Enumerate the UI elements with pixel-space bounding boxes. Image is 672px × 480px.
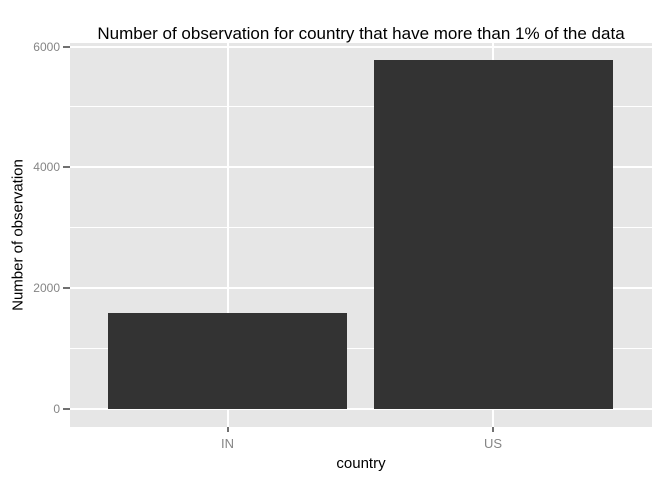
category-gridline: [226, 43, 229, 427]
bar-us: [373, 59, 613, 409]
y-tick-label: 6000: [33, 39, 60, 54]
minor-gridline: [70, 348, 652, 350]
plot-panel: [70, 43, 652, 427]
y-tick-label: 0: [53, 402, 60, 416]
minor-gridline: [70, 106, 652, 108]
x-tick-label-us: US: [483, 436, 503, 451]
bar-in: [108, 312, 347, 409]
x-tick-label-in: IN: [221, 436, 234, 451]
chart-title: Number of observation for country that h…: [97, 24, 625, 43]
x-axis-title: country: [336, 455, 386, 472]
y-tick-label: 4000: [33, 160, 60, 175]
major-gridline: [70, 287, 652, 290]
x-tick-mark: [492, 427, 494, 432]
major-gridline: [70, 45, 652, 48]
major-gridline: [70, 166, 652, 169]
y-tick-mark: [63, 287, 70, 290]
major-gridline: [70, 408, 652, 410]
y-tick-mark: [63, 45, 70, 48]
minor-gridline: [70, 227, 652, 229]
y-tick-mark: [63, 408, 70, 410]
y-tick-mark: [63, 166, 70, 169]
y-tick-label: 2000: [33, 281, 60, 296]
x-tick-mark: [226, 427, 229, 432]
